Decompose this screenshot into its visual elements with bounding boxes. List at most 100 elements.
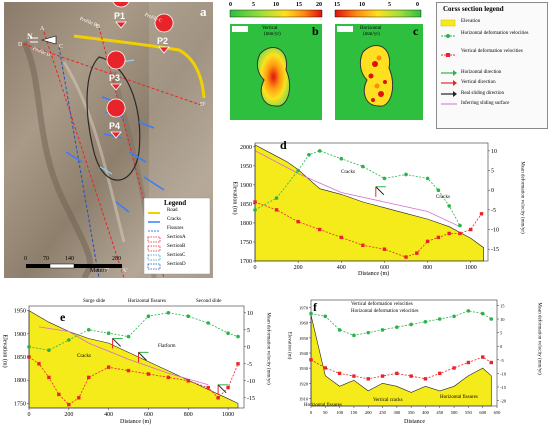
real-sliding-arrow (375, 186, 385, 196)
scale-0: 0 (24, 256, 27, 262)
vertical-velocity-point (87, 375, 91, 380)
panel-f-letter: f (313, 300, 317, 314)
vertical-velocity-point (166, 375, 171, 380)
y2-tick-label: -5 (247, 362, 252, 368)
vertical-velocity-line (310, 356, 492, 380)
vertical-velocity-point (106, 365, 111, 369)
map-legend-title: Legend (164, 199, 187, 207)
elevation-area (310, 315, 492, 407)
vertical-velocity-point (436, 235, 441, 240)
y-tick-label: 1910 (299, 396, 309, 401)
horizontal-velocity-point (86, 328, 91, 332)
x-tick-label: 600 (144, 412, 153, 418)
panel-e-chart: 0 200 400 600 800 1000 1950 1900 1850 1800 1750 10 5… (0, 288, 290, 428)
x-tick-label: 350 (408, 410, 416, 415)
vertical-velocity-point (409, 374, 413, 378)
vertical-velocity-point (236, 362, 240, 366)
panel-d-ylabel: Elevation (m) (231, 181, 238, 215)
y2-tick-label: 5 (500, 331, 503, 336)
cs-legend-elevation: Elevation (461, 19, 481, 24)
vertical-velocity-point (423, 377, 428, 381)
cs-legend-real-sliding: Real sliding direction (461, 91, 505, 96)
road-line (73, 34, 206, 99)
panel-f-vertical-cracks: Vertical cracks (373, 398, 403, 403)
y-tick-label: 1960 (299, 321, 309, 326)
horizontal-velocity-point (226, 331, 230, 335)
y2-tick-label: -5 (491, 208, 496, 214)
point-b-prime: B' (164, 268, 170, 274)
map-legend-road: Road (167, 208, 178, 213)
vertical-velocity-point (380, 374, 385, 378)
cs-legend-vertical-velocities: Vertical deformation velocities (461, 49, 523, 54)
cbar-c-0: 0 (416, 2, 419, 8)
cbar-b-5: 5 (252, 2, 255, 8)
point-b: B (96, 24, 101, 30)
x-tick-label: 1000 (465, 265, 477, 271)
vertical-velocity-line (28, 356, 239, 406)
y2-tick-label: 5 (247, 328, 250, 334)
y2-tick-label: -15 (247, 396, 255, 402)
horizontal-velocity-point (437, 317, 442, 321)
panel-e-xlabel: Distance (m) (120, 419, 152, 425)
panel-c-letter: c (413, 24, 419, 38)
vertical-velocity-point (395, 371, 399, 376)
horizontal-velocity-point (236, 334, 240, 339)
vertical-velocity-point (339, 235, 343, 240)
panel-f-fissures-1: Horizontal fissures (304, 403, 342, 408)
horizontal-velocity-line (28, 312, 239, 351)
x-tick-label: 0 (254, 265, 257, 271)
vertical-velocity-point (77, 396, 81, 400)
vertical-velocity-point (206, 385, 210, 390)
horizontal-velocity-point (307, 153, 311, 157)
x-tick-label: 500 (451, 410, 459, 415)
horizontal-velocity-point (67, 338, 71, 342)
y2-tick-label: -10 (500, 371, 507, 376)
zone-second-slide: Second slide (196, 299, 222, 304)
panel-c-map: 15 10 5 0 Horizontal (mm/yr) c (333, 2, 428, 121)
map-legend-section-a: SectionA (167, 235, 186, 240)
vertical-velocity-point (126, 368, 131, 373)
point-d: D (18, 42, 23, 48)
vertical-velocity-point (447, 231, 451, 236)
north-label: N (27, 32, 33, 41)
horizontal-velocity-point (395, 325, 399, 329)
horizontal-velocity-point (106, 331, 111, 335)
panel-d-xlabel: Distance (m) (358, 271, 390, 277)
cbar-b-10: 10 (273, 2, 279, 8)
y-tick-label: 1920 (299, 381, 309, 386)
y-tick-label: 1850 (14, 355, 26, 361)
horizontal-velocity-point (206, 321, 210, 325)
cbar-c-10: 10 (359, 2, 365, 8)
panel-a-letter: a (200, 4, 207, 19)
x-tick-label: 200 (365, 410, 373, 415)
real-sliding-arrow (138, 352, 147, 361)
vertical-velocity-point (425, 239, 430, 244)
horizontal-velocity-point (382, 176, 387, 181)
y2-tick-label: -5 (500, 358, 504, 363)
vertical-velocity-point (415, 251, 419, 255)
vertical-velocity-point (296, 219, 300, 224)
vertical-velocity-point (466, 360, 471, 365)
vertical-velocity-point (404, 255, 408, 259)
scale-280: 280 (112, 256, 121, 262)
y2-tick-label: 15 (500, 303, 505, 308)
x-tick-label: 600 (479, 410, 487, 415)
panel-f-chart: 0 50 100 150 200 250 300 350 400 450 500 550 600 650 1… (286, 288, 550, 428)
cbar-c-15: 15 (334, 2, 340, 8)
vertical-velocity-point (479, 212, 484, 216)
vertical-velocity-point (67, 402, 71, 407)
y-tick-label: 1750 (240, 240, 252, 246)
panel-f-ylabel: Elevation (m) (286, 331, 292, 360)
x-tick-label: 400 (104, 412, 113, 418)
cbar-b-20: 20 (316, 2, 322, 8)
elevation-area (28, 310, 239, 409)
panel-b-map: 0 5 10 15 20 Vertical (mm/yr) b (228, 2, 326, 121)
cs-legend-sliding-surface: Inferring sliding surface (461, 101, 510, 106)
y2-tick-label: -10 (491, 228, 499, 234)
y-tick-label: 1970 (299, 306, 309, 311)
y-tick-label: 1950 (299, 336, 309, 341)
map-legend-section-d: SectionD (167, 262, 186, 267)
y2-tick-label: -15 (500, 385, 507, 390)
y-tick-label: 1950 (14, 309, 26, 315)
vertical-velocity-point (226, 385, 230, 390)
